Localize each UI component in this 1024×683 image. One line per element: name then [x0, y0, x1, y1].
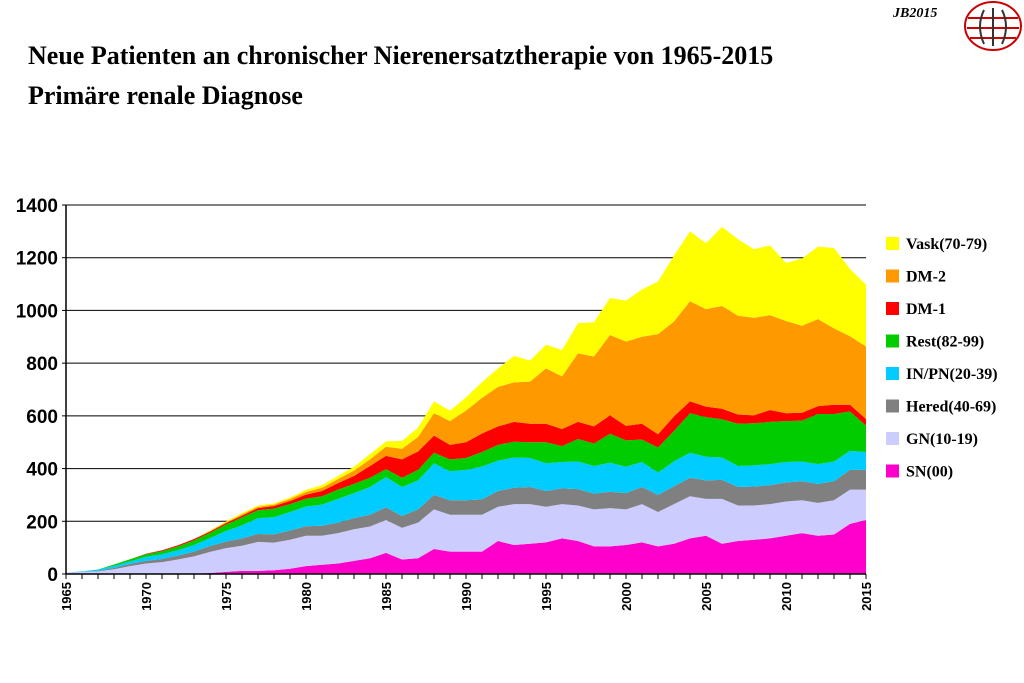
y-tick-label-600: 600 [26, 407, 58, 428]
legend-label-6: GN(10-19) [906, 431, 978, 448]
area-series-7 [66, 226, 866, 573]
x-tick-label-1980: 1980 [299, 582, 314, 611]
legend-swatch-5 [886, 399, 899, 413]
legend-swatch-4 [886, 367, 899, 380]
y-tick-label-1400: 1400 [16, 196, 58, 217]
y-tick-label-1000: 1000 [16, 301, 58, 322]
area-series-0 [66, 519, 866, 574]
x-tick-label-2005: 2005 [699, 582, 714, 611]
report-badge: JB2015 [893, 6, 938, 21]
area-series-4 [66, 411, 866, 573]
legend-label-1: DM-2 [906, 269, 946, 286]
y-tick-label-1200: 1200 [16, 249, 58, 270]
organization-logo [964, 1, 1022, 51]
area-series-6 [66, 301, 866, 573]
y-tick-label-400: 400 [26, 460, 58, 481]
x-tick-label-2000: 2000 [619, 582, 634, 611]
legend: Vask(70-79) DM-2 DM-1 Rest(82-99) IN/PN(20-3… [886, 236, 998, 481]
x-tick-label-1965: 1965 [59, 582, 74, 611]
y-tick-label-200: 200 [26, 512, 58, 533]
axes: 0 200 400 600 800 1000 1200 1400 1965 1970 1975 198… [16, 196, 874, 611]
chart-title: Neue Patienten an chronischer Nierenersa… [28, 41, 774, 70]
area-series-3 [66, 450, 866, 573]
x-tick-label-1990: 1990 [459, 582, 474, 611]
legend-label-5: Hered(40-69) [906, 399, 996, 416]
legend-swatch-3 [886, 334, 899, 348]
legend-label-7: SN(00) [906, 464, 953, 481]
legend-label-0: Vask(70-79) [906, 236, 987, 253]
x-tick-label-1970: 1970 [139, 582, 154, 611]
legend-label-3: Rest(82-99) [906, 334, 984, 351]
y-tick-label-0: 0 [47, 565, 58, 586]
x-tick-label-1975: 1975 [219, 582, 234, 611]
area-series-1 [66, 489, 866, 574]
x-tick-label-1985: 1985 [379, 582, 394, 611]
legend-label-2: DM-1 [906, 301, 946, 318]
area-series-5 [66, 401, 866, 573]
x-tick-label-2010: 2010 [779, 582, 794, 611]
y-tick-label-800: 800 [26, 354, 58, 375]
x-tick-label-1995: 1995 [539, 582, 554, 611]
area-series-2 [66, 469, 866, 573]
legend-label-4: IN/PN(20-39) [906, 366, 998, 383]
chart-subtitle: Primäre renale Diagnose [28, 81, 303, 110]
legend-swatch-0 [886, 237, 899, 250]
legend-swatch-2 [886, 302, 899, 315]
area-series [66, 226, 866, 574]
legend-swatch-1 [886, 269, 899, 283]
legend-swatch-7 [886, 464, 899, 478]
legend-swatch-6 [886, 432, 899, 445]
x-tick-label-2015: 2015 [859, 582, 874, 611]
